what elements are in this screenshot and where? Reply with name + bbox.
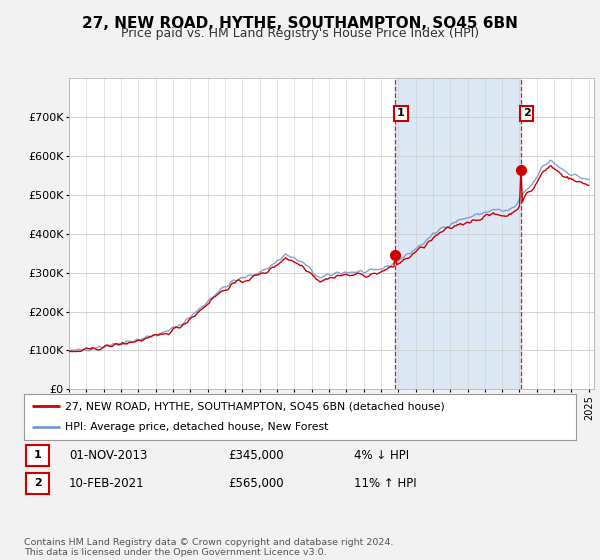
Text: 4% ↓ HPI: 4% ↓ HPI: [354, 449, 409, 462]
Text: 10-FEB-2021: 10-FEB-2021: [69, 477, 145, 490]
Text: Contains HM Land Registry data © Crown copyright and database right 2024.
This d: Contains HM Land Registry data © Crown c…: [24, 538, 394, 557]
Text: £565,000: £565,000: [228, 477, 284, 490]
Text: £345,000: £345,000: [228, 449, 284, 462]
Text: 1: 1: [34, 450, 41, 460]
Text: 1: 1: [397, 109, 405, 118]
Text: 27, NEW ROAD, HYTHE, SOUTHAMPTON, SO45 6BN (detached house): 27, NEW ROAD, HYTHE, SOUTHAMPTON, SO45 6…: [65, 401, 445, 411]
Text: 01-NOV-2013: 01-NOV-2013: [69, 449, 148, 462]
Text: Price paid vs. HM Land Registry's House Price Index (HPI): Price paid vs. HM Land Registry's House …: [121, 27, 479, 40]
Text: 27, NEW ROAD, HYTHE, SOUTHAMPTON, SO45 6BN: 27, NEW ROAD, HYTHE, SOUTHAMPTON, SO45 6…: [82, 16, 518, 31]
Text: HPI: Average price, detached house, New Forest: HPI: Average price, detached house, New …: [65, 422, 329, 432]
Text: 11% ↑ HPI: 11% ↑ HPI: [354, 477, 416, 490]
Bar: [395, 78, 521, 389]
Text: 2: 2: [34, 478, 41, 488]
Text: 2: 2: [523, 109, 531, 118]
